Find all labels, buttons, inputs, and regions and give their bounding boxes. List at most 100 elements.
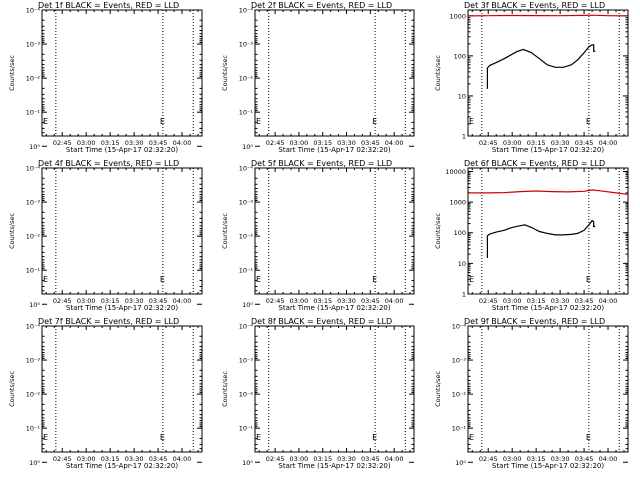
y-tick-label: 10 xyxy=(458,260,466,268)
x-tick-label: 04:00 xyxy=(173,139,192,147)
x-tick-label: 03:45 xyxy=(575,297,594,305)
x-tick-label: 03:45 xyxy=(575,455,594,463)
x-tick-label: 03:15 xyxy=(313,139,332,147)
x-tick-label: 03:15 xyxy=(527,455,546,463)
x-tick-label: 03:15 xyxy=(527,139,546,147)
x-axis-label: Start Time (15-Apr-17 02:32:20) xyxy=(66,462,178,470)
y-tick-label: 10⁻¹ xyxy=(239,109,254,117)
y-tick-label: 10⁻¹ xyxy=(26,109,41,117)
x-tick-label: 03:00 xyxy=(290,139,309,147)
x-tick-label: 03:15 xyxy=(101,139,120,147)
y-axis-label: Counts/sec xyxy=(8,371,16,407)
x-tick-label: 03:00 xyxy=(503,139,522,147)
x-tick-label: 04:00 xyxy=(385,139,404,147)
e-marker-left: E xyxy=(43,117,48,126)
plot-frame xyxy=(41,167,203,295)
x-tick-label: 03:45 xyxy=(361,139,380,147)
x-tick-label: 03:00 xyxy=(503,297,522,305)
x-tick-label: 04:00 xyxy=(599,455,618,463)
plot-frame xyxy=(467,167,629,295)
x-axis-label: Start Time (15-Apr-17 02:32:20) xyxy=(66,146,178,154)
y-tick-label: 10⁻¹ xyxy=(26,425,41,433)
plot-frame xyxy=(254,167,415,295)
y-axis-label: Counts/sec xyxy=(434,213,442,249)
e-marker-right: E xyxy=(160,117,165,126)
y-axis-label: Counts/sec xyxy=(8,213,16,249)
e-marker-right: E xyxy=(586,117,591,126)
plot-title: Det 1f BLACK = Events, RED = LLD xyxy=(38,1,179,10)
x-axis-label: Start Time (15-Apr-17 02:32:20) xyxy=(278,146,390,154)
e-marker-left: E xyxy=(469,275,474,284)
x-tick-label: 03:00 xyxy=(503,455,522,463)
x-tick-label: 03:30 xyxy=(337,297,356,305)
e-marker-right: E xyxy=(586,275,591,284)
y-tick-label: 10⁻² xyxy=(26,391,41,399)
x-tick-label: 02:45 xyxy=(266,139,285,147)
y-axis-label: Counts/sec xyxy=(434,55,442,91)
x-tick-label: 02:45 xyxy=(266,455,285,463)
y-tick-label: 10⁻⁴ xyxy=(239,165,254,173)
y-tick-label: 10⁻³ xyxy=(26,41,41,49)
y-tick-label: 10⁻³ xyxy=(239,357,254,365)
x-tick-label: 03:15 xyxy=(101,455,120,463)
plot-frame xyxy=(467,9,629,137)
events-series-line xyxy=(486,219,596,258)
plot-det-7: Det 7f BLACK = Events, RED = LLD 02:45 03:… xyxy=(8,317,203,470)
e-marker-left: E xyxy=(469,117,474,126)
y-tick-label: 10⁻⁴ xyxy=(452,323,467,331)
y-tick-label: 10⁰ xyxy=(242,459,253,467)
y-tick-label: 100 xyxy=(454,52,466,60)
plot-frame xyxy=(467,325,629,453)
x-tick-label: 04:00 xyxy=(599,139,618,147)
x-tick-label: 03:45 xyxy=(575,139,594,147)
lld-series-line xyxy=(469,14,628,17)
y-axis-label: Counts/sec xyxy=(8,55,16,91)
plot-det-4: Det 4f BLACK = Events, RED = LLD 02:45 03:… xyxy=(8,159,203,312)
e-marker-right: E xyxy=(160,275,165,284)
y-axis-label: Counts/sec xyxy=(221,213,229,249)
y-tick-label: 10⁻² xyxy=(239,75,254,83)
e-marker-right: E xyxy=(372,117,377,126)
y-tick-label: 10⁻³ xyxy=(239,199,254,207)
plot-det-5: Det 5f BLACK = Events, RED = LLD 02:45 03:… xyxy=(221,159,415,312)
x-tick-label: 03:30 xyxy=(337,455,356,463)
y-axis-label: Counts/sec xyxy=(221,371,229,407)
lld-series-line xyxy=(469,189,628,195)
x-axis-label: Start Time (15-Apr-17 02:32:20) xyxy=(66,304,178,312)
y-tick-label: 10⁻³ xyxy=(239,41,254,49)
e-marker-right: E xyxy=(372,433,377,442)
plot-title: Det 9f BLACK = Events, RED = LLD xyxy=(464,317,605,326)
y-tick-label: 10⁰ xyxy=(242,143,253,151)
x-axis-label: Start Time (15-Apr-17 02:32:20) xyxy=(492,462,604,470)
e-marker-left: E xyxy=(469,433,474,442)
plot-det-9: Det 9f BLACK = Events, RED = LLD 02:45 03:… xyxy=(434,317,629,470)
y-tick-label: 10⁰ xyxy=(29,459,40,467)
y-tick-label: 10⁻² xyxy=(26,233,41,241)
e-marker-left: E xyxy=(256,433,261,442)
plot-det-6: Det 6f BLACK = Events, RED = LLD 02:45 03:… xyxy=(434,159,629,312)
x-tick-label: 03:00 xyxy=(77,297,96,305)
x-tick-label: 03:30 xyxy=(551,139,570,147)
plot-title: Det 3f BLACK = Events, RED = LLD xyxy=(464,1,605,10)
y-tick-label: 10 xyxy=(458,92,466,100)
y-axis-label: Counts/sec xyxy=(434,371,442,407)
x-tick-label: 03:00 xyxy=(290,455,309,463)
y-tick-label: 10⁻⁴ xyxy=(26,165,41,173)
plot-title: Det 4f BLACK = Events, RED = LLD xyxy=(38,159,179,168)
y-tick-label: 10⁻³ xyxy=(452,357,467,365)
y-tick-label: 10⁻³ xyxy=(26,357,41,365)
x-tick-label: 03:00 xyxy=(77,455,96,463)
x-tick-label: 03:15 xyxy=(313,455,332,463)
y-tick-label: 1 xyxy=(462,291,466,299)
y-tick-label: 10⁻² xyxy=(452,391,467,399)
y-tick-label: 10000 xyxy=(445,168,466,176)
plot-frame xyxy=(41,9,203,137)
x-axis-label: Start Time (15-Apr-17 02:32:20) xyxy=(278,304,390,312)
events-series-line xyxy=(486,43,596,89)
x-tick-label: 02:45 xyxy=(479,139,498,147)
y-tick-label: 10⁻⁴ xyxy=(239,7,254,15)
y-tick-label: 100 xyxy=(454,229,466,237)
plot-frame xyxy=(254,9,415,137)
x-tick-label: 03:45 xyxy=(361,297,380,305)
